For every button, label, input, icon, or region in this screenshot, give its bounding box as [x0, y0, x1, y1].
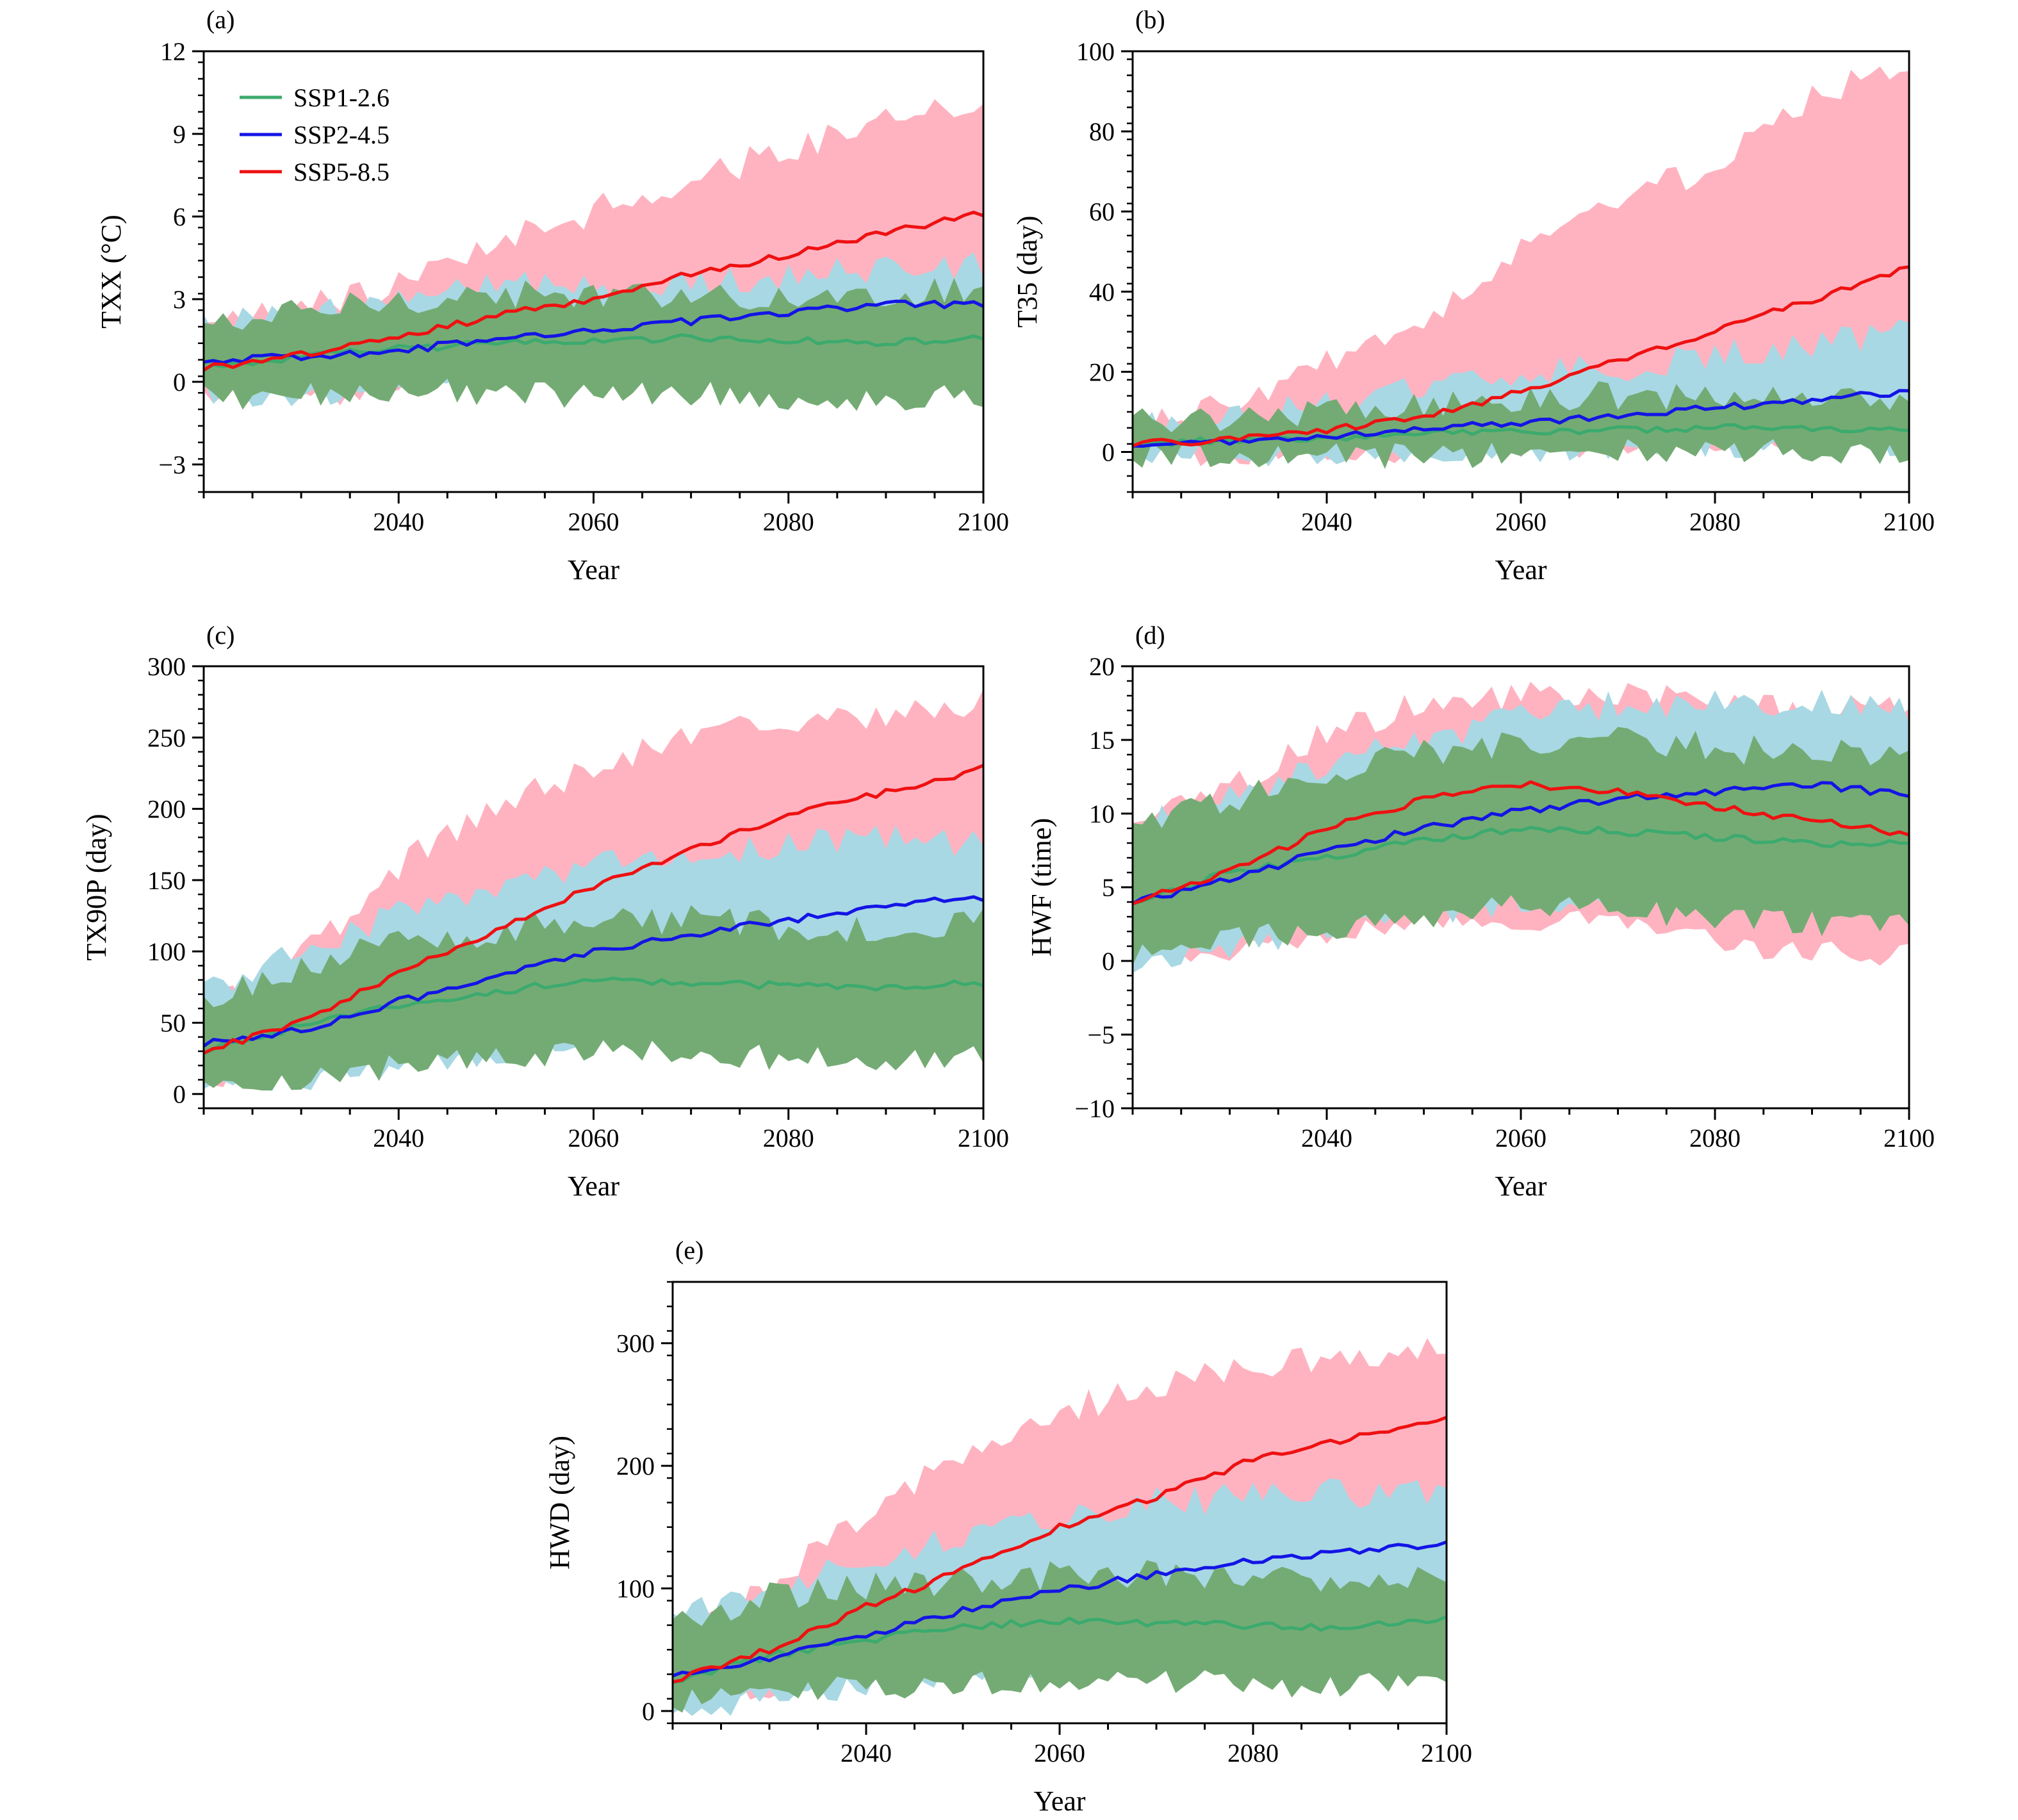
x-tick-label: 2080	[1689, 507, 1741, 536]
band-ssp1-2-6	[204, 905, 983, 1091]
x-tick-label: 2080	[1227, 1739, 1279, 1767]
x-tick-label: 2060	[1495, 507, 1546, 536]
line-ssp2-4-5	[204, 299, 983, 365]
line-ssp5-8-5	[204, 764, 983, 1055]
line-ssp1-2-6	[204, 976, 983, 1055]
y-tick-label: 300	[616, 1329, 655, 1358]
line-ssp5-8-5	[1133, 265, 1909, 448]
band-ssp1-2-6	[1133, 726, 1909, 966]
y-tick-label: 0	[642, 1697, 655, 1726]
y-tick-label: 9	[173, 120, 186, 149]
y-axis-title: TXX (°C)	[95, 215, 127, 329]
panel-label: (d)	[1135, 621, 1165, 650]
plot-area	[204, 99, 983, 411]
y-tick-label: 300	[147, 652, 186, 681]
line-ssp5-8-5	[1133, 780, 1909, 906]
legend: SSP1-2.6 SSP2-4.5 SSP5-8.5	[240, 83, 390, 186]
y-tick-label: 40	[1089, 277, 1115, 306]
plot-area	[1133, 682, 1909, 973]
chart-panel-d: 2040 2060 2080 2100 −10 −5 0 5 10 15 20 Year HWF (ti…	[1026, 621, 1935, 1202]
y-tick-label: 5	[1102, 873, 1115, 902]
plot-area	[1133, 66, 1909, 470]
y-tick-label: 60	[1089, 197, 1115, 226]
x-axis-title: Year	[1495, 1170, 1546, 1202]
band-ssp1-2-6	[204, 277, 983, 411]
line-ssp2-4-5	[204, 895, 983, 1047]
x-tick-label: 2080	[763, 507, 814, 536]
x-tick-label: 2040	[1301, 1124, 1352, 1152]
legend-label-ssp2-4-5: SSP2-4.5	[293, 120, 390, 149]
x-tick-label: 2100	[1883, 507, 1935, 536]
x-tick-label: 2040	[373, 1124, 424, 1152]
panel-label: (a)	[206, 5, 234, 34]
line-ssp1-2-6	[204, 333, 983, 372]
line-ssp5-8-5	[673, 1415, 1447, 1684]
x-tick-label: 2100	[1421, 1739, 1472, 1767]
x-tick-label: 2040	[1301, 507, 1352, 536]
x-tick-label: 2060	[1495, 1124, 1546, 1152]
y-tick-label: −3	[158, 450, 186, 479]
y-axis-title: HWD (day)	[544, 1436, 575, 1570]
y-tick-label: 12	[160, 37, 186, 66]
y-tick-label: 6	[173, 202, 186, 231]
y-tick-label: 250	[147, 723, 186, 752]
panel-label: (c)	[206, 621, 234, 650]
line-ssp2-4-5	[1133, 389, 1909, 448]
y-tick-label: 0	[173, 1080, 186, 1109]
x-axis-title: Year	[568, 1170, 619, 1202]
x-tick-label: 2060	[568, 1124, 619, 1152]
panel-label: (b)	[1135, 5, 1165, 34]
chart-panel-e: 2040 2060 2080 2100 0 100 200 300 Year HWD (day) (…	[544, 1236, 1472, 1817]
x-tick-label: 2100	[958, 1124, 1009, 1152]
y-tick-label: 0	[1102, 947, 1115, 976]
y-axis-title: HWF (time)	[1026, 818, 1057, 956]
y-tick-label: 80	[1089, 117, 1115, 146]
x-tick-label: 2060	[568, 507, 619, 536]
y-tick-label: 0	[173, 368, 186, 397]
legend-label-ssp1-2-6: SSP1-2.6	[293, 83, 390, 112]
y-axis-title: TX90P (day)	[81, 814, 112, 960]
y-tick-label: 100	[616, 1574, 655, 1603]
x-axis-title: Year	[568, 554, 619, 586]
plot-area	[673, 1338, 1447, 1716]
y-tick-label: 10	[1089, 799, 1115, 828]
y-tick-label: 200	[616, 1452, 655, 1480]
panel-label: (e)	[675, 1236, 703, 1265]
y-tick-label: 0	[1102, 438, 1115, 466]
y-tick-label: 100	[1076, 37, 1115, 66]
y-tick-label: 20	[1089, 652, 1115, 681]
chart-panel-a: 2040 2060 2080 2100 −3 0 3 6 9 12 Year TXX (°C) (a) S…	[95, 5, 1009, 586]
y-tick-label: 100	[147, 937, 186, 966]
y-tick-label: 3	[173, 285, 186, 314]
band-ssp1-2-6	[673, 1560, 1447, 1713]
y-tick-label: 20	[1089, 357, 1115, 386]
x-tick-label: 2040	[841, 1739, 892, 1767]
y-tick-label: 200	[147, 795, 186, 824]
y-tick-label: −10	[1074, 1094, 1115, 1123]
line-ssp1-2-6	[1133, 825, 1909, 906]
line-ssp1-2-6	[673, 1614, 1447, 1684]
x-tick-label: 2100	[1883, 1124, 1935, 1152]
y-tick-label: 50	[160, 1008, 186, 1037]
line-ssp2-4-5	[1133, 781, 1909, 905]
y-tick-label: 15	[1089, 726, 1115, 755]
plot-area	[204, 689, 983, 1092]
x-axis-title: Year	[1495, 554, 1546, 586]
x-tick-label: 2060	[1034, 1739, 1085, 1767]
y-axis-title: T35 (day)	[1012, 216, 1043, 328]
x-tick-label: 2040	[373, 507, 424, 536]
y-tick-label: 150	[147, 866, 186, 895]
y-tick-label: −5	[1087, 1021, 1115, 1049]
chart-panel-c: 2040 2060 2080 2100 0 50 100 150 200 250 300 Year TX…	[81, 621, 1009, 1202]
x-tick-label: 2080	[763, 1124, 814, 1152]
line-ssp5-8-5	[204, 210, 983, 372]
x-axis-title: Year	[1033, 1785, 1085, 1817]
line-ssp2-4-5	[673, 1540, 1447, 1678]
x-tick-label: 2080	[1689, 1124, 1741, 1152]
x-tick-label: 2100	[958, 507, 1009, 536]
legend-label-ssp5-8-5: SSP5-8.5	[293, 158, 390, 186]
